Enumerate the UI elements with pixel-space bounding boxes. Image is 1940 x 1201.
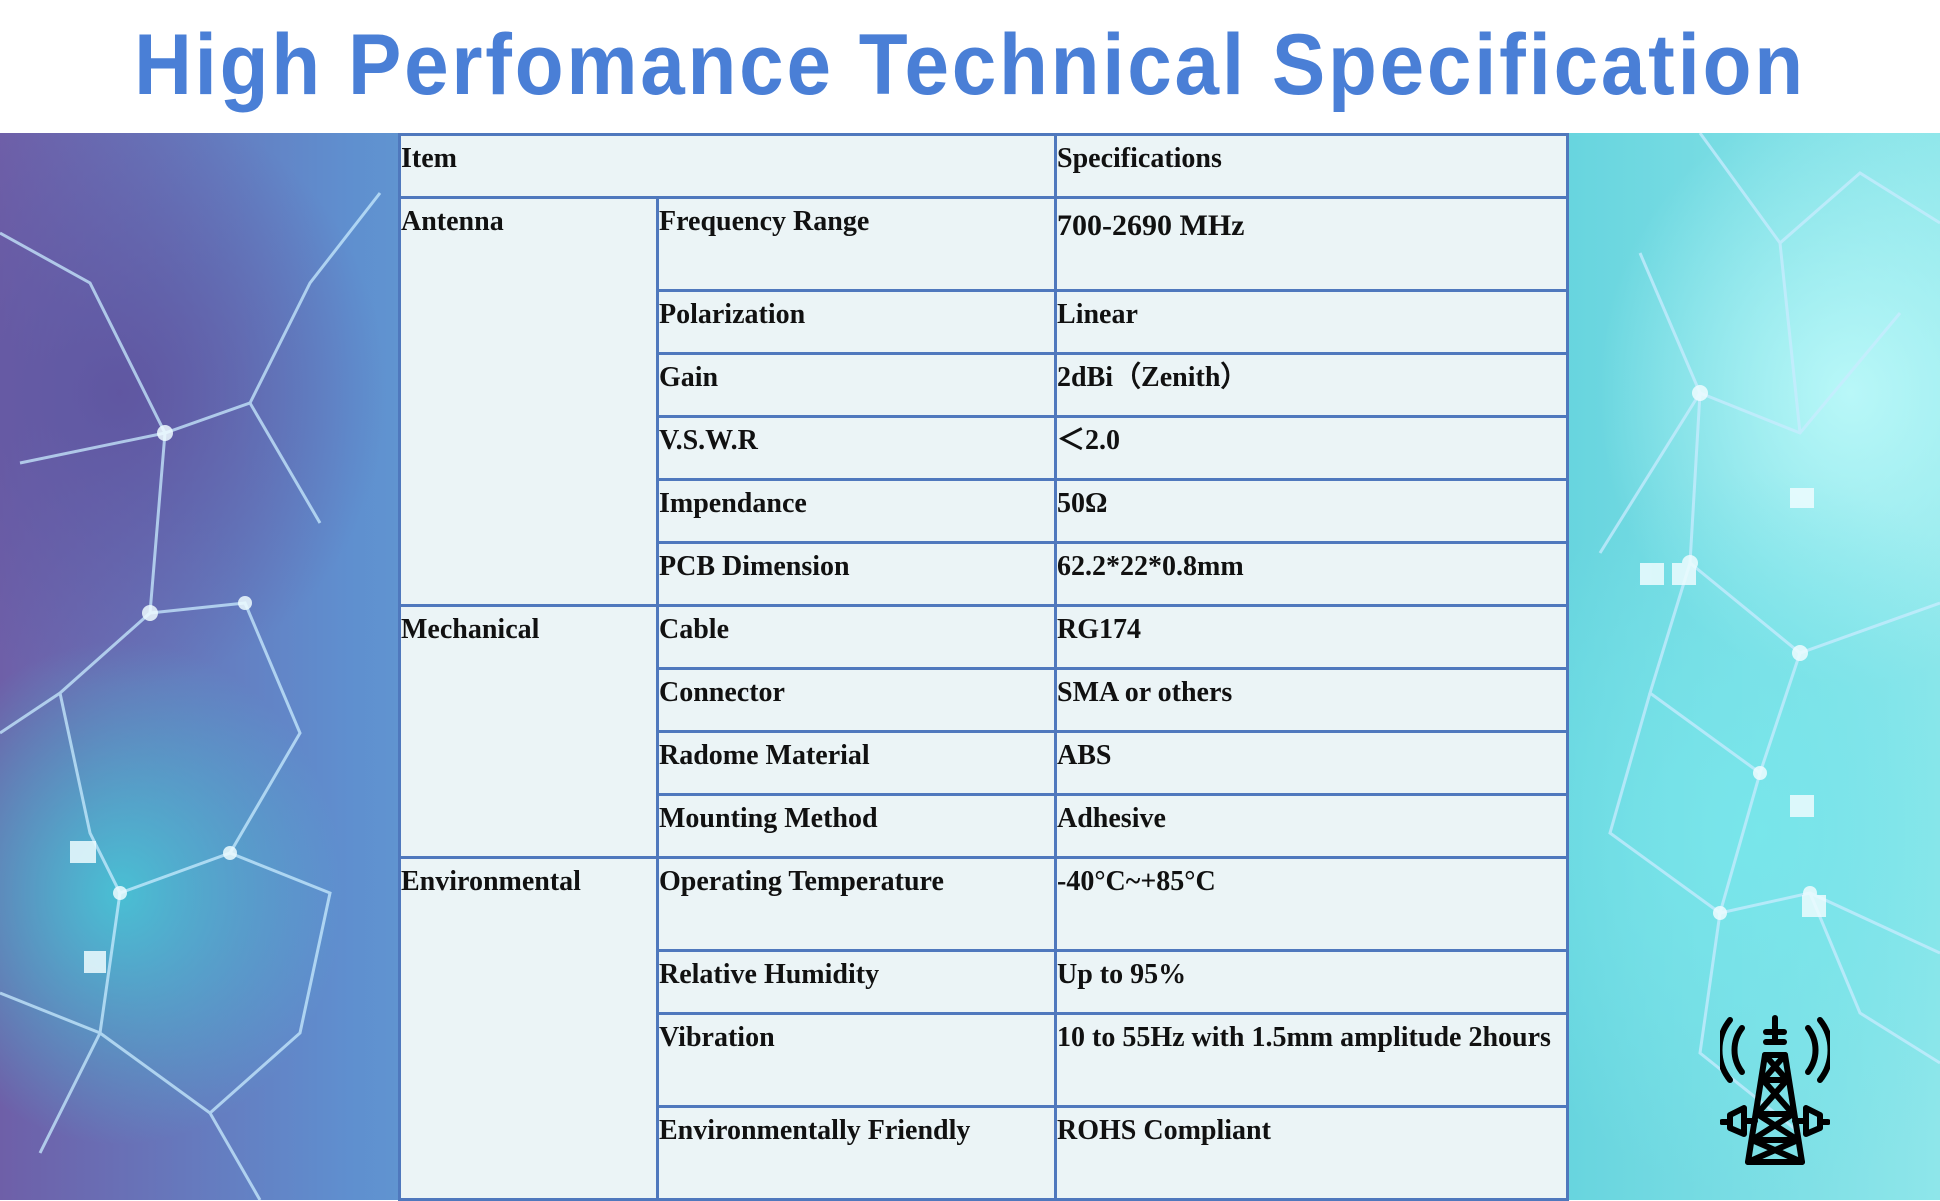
table-row: Radome Material ABS	[400, 730, 1570, 796]
item-cell: Mounting Method	[655, 793, 1058, 859]
table-row: V.S.W.R ＜2.0	[400, 415, 1570, 481]
header-item-cell: Item	[397, 133, 1058, 199]
item-cell: PCB Dimension	[655, 541, 1058, 607]
value-cell: ＜2.0	[1054, 415, 1570, 481]
table-row: Environmental Operating Temperature -40°…	[398, 856, 1570, 1201]
page-title: High Perfomance Technical Specification	[134, 17, 1806, 113]
item-cell: Relative Humidity	[655, 949, 1058, 1015]
table-header-row: Item Specifications	[397, 133, 1570, 199]
table-row: Environmentally Friendly ROHS Compliant	[400, 1105, 1570, 1201]
specification-table: Item Specifications Antenna Frequency Ra…	[397, 133, 1570, 1201]
header-specifications-cell: Specifications	[1054, 133, 1570, 199]
table-row: Gain 2dBi（Zenith）	[400, 352, 1570, 418]
item-cell: Vibration	[655, 1012, 1058, 1108]
item-cell: Frequency Range	[655, 196, 1058, 292]
table-row: Polarization Linear	[400, 289, 1570, 355]
table-row: Impendance 50Ω	[400, 478, 1570, 544]
item-cell: Environmentally Friendly	[655, 1105, 1058, 1201]
title-bar: High Perfomance Technical Specification	[0, 0, 1940, 133]
value-cell: Up to 95%	[1054, 949, 1570, 1015]
value-cell: RG174	[1054, 604, 1570, 670]
cell-tower-icon	[1720, 1015, 1830, 1165]
value-cell: 700-2690 MHz	[1054, 196, 1570, 292]
table-row: Connector SMA or others	[400, 667, 1570, 733]
value-cell: ABS	[1054, 730, 1570, 796]
value-cell: 62.2*22*0.8mm	[1054, 541, 1570, 607]
item-cell: Polarization	[655, 289, 1058, 355]
item-cell: Radome Material	[655, 730, 1058, 796]
table-row: Relative Humidity Up to 95%	[400, 949, 1570, 1015]
value-cell: ROHS Compliant	[1054, 1105, 1570, 1201]
category-cell-mechanical: Mechanical	[398, 604, 659, 859]
value-cell: SMA or others	[1054, 667, 1570, 733]
table-row: Mechanical Cable RG174	[398, 604, 1570, 859]
item-cell: Gain	[655, 352, 1058, 418]
value-cell: 50Ω	[1054, 478, 1570, 544]
table-row: Mounting Method Adhesive	[400, 793, 1570, 859]
value-cell: 10 to 55Hz with 1.5mm amplitude 2hours	[1054, 1012, 1570, 1108]
table-row: PCB Dimension 62.2*22*0.8mm	[400, 541, 1570, 607]
table-row: Antenna Frequency Range 700-2690 MHz	[398, 196, 1570, 607]
network-lines-graphic	[0, 133, 1940, 1200]
item-cell: Cable	[655, 604, 1058, 670]
item-cell: Operating Temperature	[655, 856, 1058, 952]
value-cell: Linear	[1054, 289, 1570, 355]
value-cell: 2dBi（Zenith）	[1054, 352, 1570, 418]
value-cell: Adhesive	[1054, 793, 1570, 859]
value-cell: -40°C~+85°C	[1054, 856, 1570, 952]
category-cell-antenna: Antenna	[398, 196, 659, 607]
table-row: Vibration 10 to 55Hz with 1.5mm amplitud…	[400, 1012, 1570, 1108]
category-cell-environmental: Environmental	[398, 856, 659, 1201]
item-cell: Impendance	[655, 478, 1058, 544]
item-cell: V.S.W.R	[655, 415, 1058, 481]
item-cell: Connector	[655, 667, 1058, 733]
